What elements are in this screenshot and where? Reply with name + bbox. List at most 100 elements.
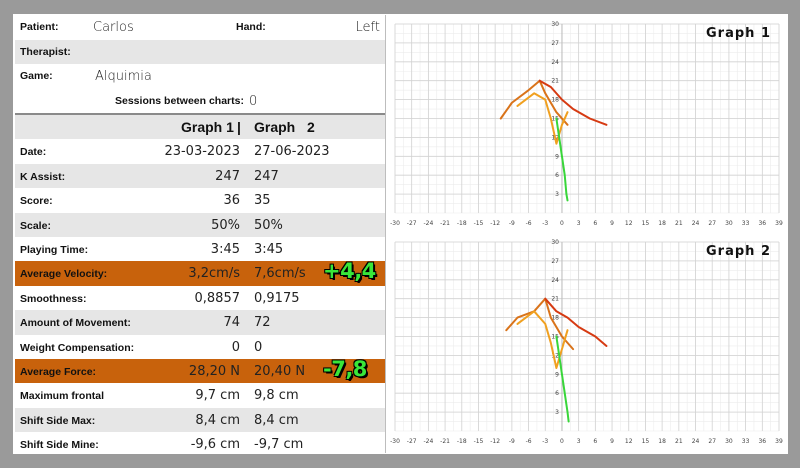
stat-label: Amount of Movement: (20, 317, 131, 330)
stat-value-graph-2: 50% (254, 217, 283, 233)
x-tick-label: -27 (407, 220, 417, 227)
y-tick-label: 3 (555, 191, 559, 198)
x-tick-label: 18 (658, 220, 666, 227)
x-tick-label: -9 (509, 220, 515, 227)
stat-label: Average Force: (20, 365, 97, 378)
x-tick-label: -24 (423, 220, 433, 227)
stat-row: Maximum frontal 9,7 cm 9,8 cm (15, 383, 385, 407)
section-divider (15, 113, 385, 115)
stat-value-graph-1: 23-03-2023 (164, 144, 240, 160)
stat-value-graph-2: 20,40 N (254, 363, 306, 379)
sessions-label: Sessions between charts: (115, 94, 244, 107)
graph-2: -30 -27 -24 -21 -18 -15 -12 -9 -6 -3 0 3 6 9 12 15 18 21 2… (387, 234, 785, 452)
stat-row: Smoothness: 0,8857 0,9175 (15, 286, 385, 310)
sessions-row: Sessions between charts: 0 (15, 89, 385, 114)
stat-value-graph-1: 0 (231, 339, 240, 355)
x-tick-label: 3 (577, 438, 581, 445)
sessions-value: 0 (249, 93, 258, 109)
x-tick-label: 36 (758, 438, 766, 445)
trace-line (505, 297, 575, 351)
x-tick-label: 6 (593, 220, 597, 227)
x-tick-label: 39 (775, 438, 783, 445)
x-tick-label: 12 (625, 220, 633, 227)
stat-value-graph-1: 247 (215, 168, 240, 184)
x-tick-label: 18 (658, 438, 666, 445)
stat-value-graph-1: 74 (223, 315, 240, 331)
header-graph-2-number: 2 (307, 119, 315, 135)
x-tick-label: -30 (390, 220, 400, 227)
x-tick-label: -30 (390, 438, 400, 445)
stat-value-graph-1: 3:45 (210, 241, 240, 257)
stat-row: Average Force: 28,20 N 20,40 N -7,8 (15, 357, 385, 384)
stat-value-graph-1: 9,7 cm (195, 388, 240, 404)
stat-row: Score: 36 35 (15, 188, 385, 212)
y-tick-label: 24 (551, 59, 559, 66)
x-tick-label: 9 (610, 220, 614, 227)
stat-value-graph-1: 28,20 N (188, 363, 240, 379)
x-tick-label: 21 (675, 220, 683, 227)
stat-value-graph-2: 8,4 cm (254, 412, 299, 428)
stat-value-graph-1: 3,2cm/s (188, 266, 240, 282)
x-tick-label: 27 (708, 438, 716, 445)
stat-value-graph-1: -9,6 cm (190, 437, 240, 453)
x-tick-label: -6 (526, 438, 532, 445)
stats-table: Graph 1 | Graph 2 Date: 23-03-2023 27-06-2… (15, 115, 385, 456)
x-tick-label: 39 (775, 220, 783, 227)
y-tick-label: 24 (551, 277, 559, 284)
y-tick-label: 21 (551, 296, 559, 303)
graph-1: -30 -27 -24 -21 -18 -15 -12 -9 -6 -3 0 3 6 9 12 15 18 21 2… (387, 16, 785, 234)
stat-value-graph-2: 0 (254, 339, 263, 355)
hand-value: Left (355, 20, 380, 35)
stat-value-graph-2: 27-06-2023 (254, 144, 330, 160)
y-tick-label: 15 (551, 116, 559, 123)
x-tick-label: -9 (509, 438, 515, 445)
stats-header: Graph 1 | Graph 2 (15, 115, 385, 140)
y-tick-label: 6 (555, 172, 559, 179)
stat-value-graph-2: 3:45 (254, 241, 284, 257)
patient-label: Patient: (20, 21, 59, 33)
header-separator: | (237, 119, 241, 135)
x-tick-label: 12 (625, 438, 633, 445)
x-tick-label: -24 (423, 438, 433, 445)
x-tick-label: -21 (440, 220, 450, 227)
graph-1-title: Graph 1 (706, 26, 771, 41)
x-tick-label: 15 (642, 438, 650, 445)
y-tick-label: 18 (551, 315, 559, 322)
x-tick-label: -15 (474, 220, 484, 227)
patient-name: Carlos (93, 20, 134, 35)
x-tick-label: 21 (675, 438, 683, 445)
x-tick-label: 33 (742, 220, 750, 227)
therapist-row: Therapist: (15, 39, 385, 64)
stat-value-graph-2: -9,7 cm (254, 437, 304, 453)
y-tick-label: 15 (551, 334, 559, 341)
stat-label: Scale: (20, 219, 51, 232)
trace-line (516, 310, 569, 369)
trace-line (544, 297, 608, 347)
x-tick-label: 6 (593, 438, 597, 445)
trace-line (555, 117, 569, 202)
trace-line (516, 92, 569, 145)
y-tick-label: 27 (551, 258, 559, 265)
stat-label: Shift Side Mine: (20, 439, 99, 452)
stat-row: Weight Compensation: 0 0 (15, 335, 385, 359)
stat-value-graph-2: 247 (254, 168, 279, 184)
y-tick-label: 12 (551, 352, 559, 359)
stat-row: Playing Time: 3:45 3:45 (15, 237, 385, 261)
stat-label: Shift Side Max: (20, 414, 96, 427)
game-value: Alquimia (95, 69, 152, 84)
x-tick-label: -12 (490, 438, 500, 445)
y-tick-label: 30 (551, 21, 559, 28)
stat-label: Maximum frontal (20, 390, 105, 403)
patient-row: Patient: Carlos Hand: Left (15, 15, 385, 40)
x-tick-label: 24 (692, 220, 700, 227)
x-tick-label: -15 (474, 438, 484, 445)
stat-value-graph-1: 50% (211, 217, 240, 233)
stat-label: Average Velocity: (20, 268, 108, 281)
y-tick-label: 27 (551, 40, 559, 47)
x-tick-label: -27 (407, 438, 417, 445)
x-tick-label: 0 (560, 220, 564, 227)
y-tick-label: 9 (555, 371, 559, 378)
x-tick-label: 9 (610, 438, 614, 445)
stat-row: K Assist: 247 247 (15, 163, 385, 189)
x-tick-label: -3 (542, 220, 548, 227)
